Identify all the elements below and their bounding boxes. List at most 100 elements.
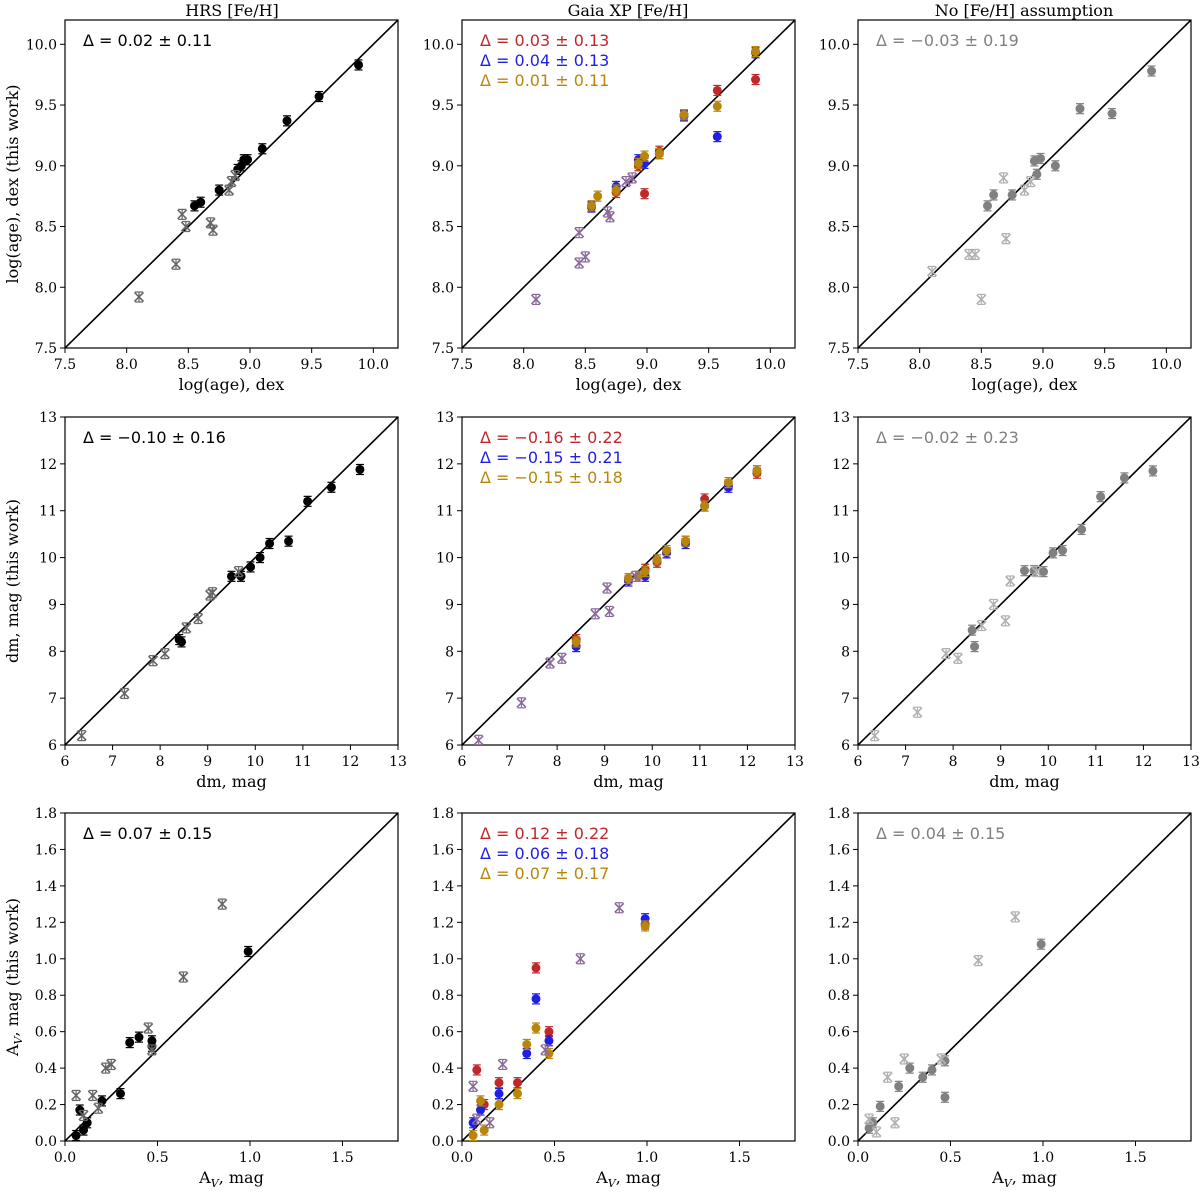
data-point <box>1107 109 1117 119</box>
data-point <box>1096 492 1106 502</box>
delta-annotation: Δ = 0.07 ± 0.15 <box>83 824 212 843</box>
y-tick-label: 8.5 <box>828 220 850 236</box>
data-point-cross <box>1010 911 1021 922</box>
panel-av-nofeh: 0.0 0.5 1.0 1.5 0.0 0.2 0.4 0.6 0.8 1.0 1.2 1.4 1.6 1… <box>828 806 1192 1190</box>
data-point <box>513 1089 522 1099</box>
x-tick-label: 7.5 <box>54 357 76 373</box>
x-tick-label: 9 <box>996 754 1005 770</box>
data-point <box>967 625 977 635</box>
data-point <box>479 1125 489 1135</box>
y-tick-label: 1.6 <box>35 842 57 858</box>
data-point <box>257 144 267 154</box>
y-tick-label: 10.0 <box>423 37 454 53</box>
data-point-cross <box>970 249 981 260</box>
y-tick-label: 1.2 <box>828 915 850 931</box>
data-layer <box>462 417 795 745</box>
data-point <box>284 536 294 546</box>
data-point <box>751 75 761 85</box>
data-point-cross <box>516 697 527 708</box>
x-tick-label: 10 <box>643 754 661 770</box>
data-point <box>970 642 980 652</box>
y-tick-label: 1.0 <box>828 952 850 968</box>
x-tick-label: 0.0 <box>54 1150 76 1166</box>
column-title-gaia: Gaia XP [Fe/H] <box>568 1 689 20</box>
data-point <box>624 574 633 584</box>
data-point <box>355 464 365 474</box>
data-point <box>303 496 313 506</box>
delta-annotation: Δ = −0.15 ± 0.21 <box>480 448 623 467</box>
data-point <box>265 539 275 549</box>
y-tick-label: 0.4 <box>828 1061 850 1077</box>
delta-annotation: Δ = 0.02 ± 0.11 <box>83 31 212 50</box>
data-point <box>894 1081 904 1091</box>
plot-frame <box>461 416 796 746</box>
data-point <box>640 567 650 577</box>
delta-annotation: Δ = −0.15 ± 0.18 <box>480 468 623 487</box>
x-tick-label: 0.0 <box>451 1150 473 1166</box>
data-point-cross <box>952 653 963 664</box>
data-point <box>522 1049 532 1059</box>
data-layer <box>858 417 1191 745</box>
data-point <box>1058 546 1068 556</box>
data-point <box>531 963 541 973</box>
x-tick-label: 0.5 <box>146 1150 168 1166</box>
y-axis-label: AV, mag (this work) <box>3 898 25 1057</box>
x-tick-label: 9.0 <box>636 357 658 373</box>
y-tick-label: 0.4 <box>432 1061 454 1077</box>
data-point-cross <box>473 735 484 745</box>
x-tick-label: 9.5 <box>1094 357 1116 373</box>
x-tick-label: 10 <box>246 754 264 770</box>
plot-frame <box>461 19 796 349</box>
data-point-cross <box>540 1044 551 1055</box>
x-tick-label: 6 <box>61 754 70 770</box>
x-axis-label: log(age), dex <box>576 375 682 394</box>
y-tick-label: 6 <box>445 738 454 754</box>
plot-frame <box>857 812 1192 1142</box>
x-tick-label: 9.0 <box>1032 357 1054 373</box>
y-tick-label: 9 <box>48 597 57 613</box>
data-point <box>1077 524 1087 534</box>
data-point-cross <box>864 1114 875 1125</box>
data-point-cross <box>988 599 999 610</box>
data-point <box>1036 153 1046 163</box>
data-point-cross <box>226 176 237 187</box>
x-tick-label: 0.5 <box>543 1150 565 1166</box>
y-tick-label: 10.0 <box>26 37 57 53</box>
x-tick-label: 11 <box>294 754 312 770</box>
x-tick-label: 1.0 <box>239 1150 261 1166</box>
y-tick-label: 9.0 <box>828 159 850 175</box>
data-point-cross <box>889 1117 901 1128</box>
data-point-cross <box>871 1126 882 1137</box>
y-tick-label: 8 <box>445 644 454 660</box>
data-point-cross <box>146 1044 158 1055</box>
y-tick-label: 10 <box>832 551 850 567</box>
data-point <box>1039 567 1049 577</box>
data-point <box>246 562 256 572</box>
y-tick-label: 7 <box>841 691 850 707</box>
panel-dm-gaia: 6 7 8 9 10 11 12 13 6 7 8 9 10 11 12 13 dm, mag Δ = −0.16… <box>436 410 804 791</box>
y-tick-label: 9 <box>445 597 454 613</box>
x-tick-label: 7 <box>108 754 117 770</box>
data-point-cross <box>575 953 586 964</box>
data-point-cross <box>590 608 601 619</box>
y-tick-label: 0.0 <box>432 1134 454 1150</box>
y-tick-label: 6 <box>48 738 57 754</box>
data-point <box>927 1065 937 1075</box>
y-tick-label: 9.0 <box>432 159 454 175</box>
data-point-cross <box>180 221 191 232</box>
y-tick-label: 8.5 <box>432 220 454 236</box>
data-point <box>1147 66 1157 76</box>
data-point <box>723 478 733 488</box>
data-point <box>476 1096 485 1106</box>
data-point <box>875 1101 885 1111</box>
data-point-cross <box>544 657 556 669</box>
x-tick-label: 10.0 <box>755 357 786 373</box>
data-point-cross <box>78 1110 89 1121</box>
data-point <box>282 116 292 126</box>
data-point <box>905 1063 915 1073</box>
data-point <box>255 553 265 563</box>
delta-annotation: Δ = 0.07 ± 0.17 <box>480 864 609 883</box>
x-tick-label: 10.0 <box>358 357 389 373</box>
data-point-cross <box>193 613 204 624</box>
y-tick-label: 0.2 <box>35 1098 57 1114</box>
